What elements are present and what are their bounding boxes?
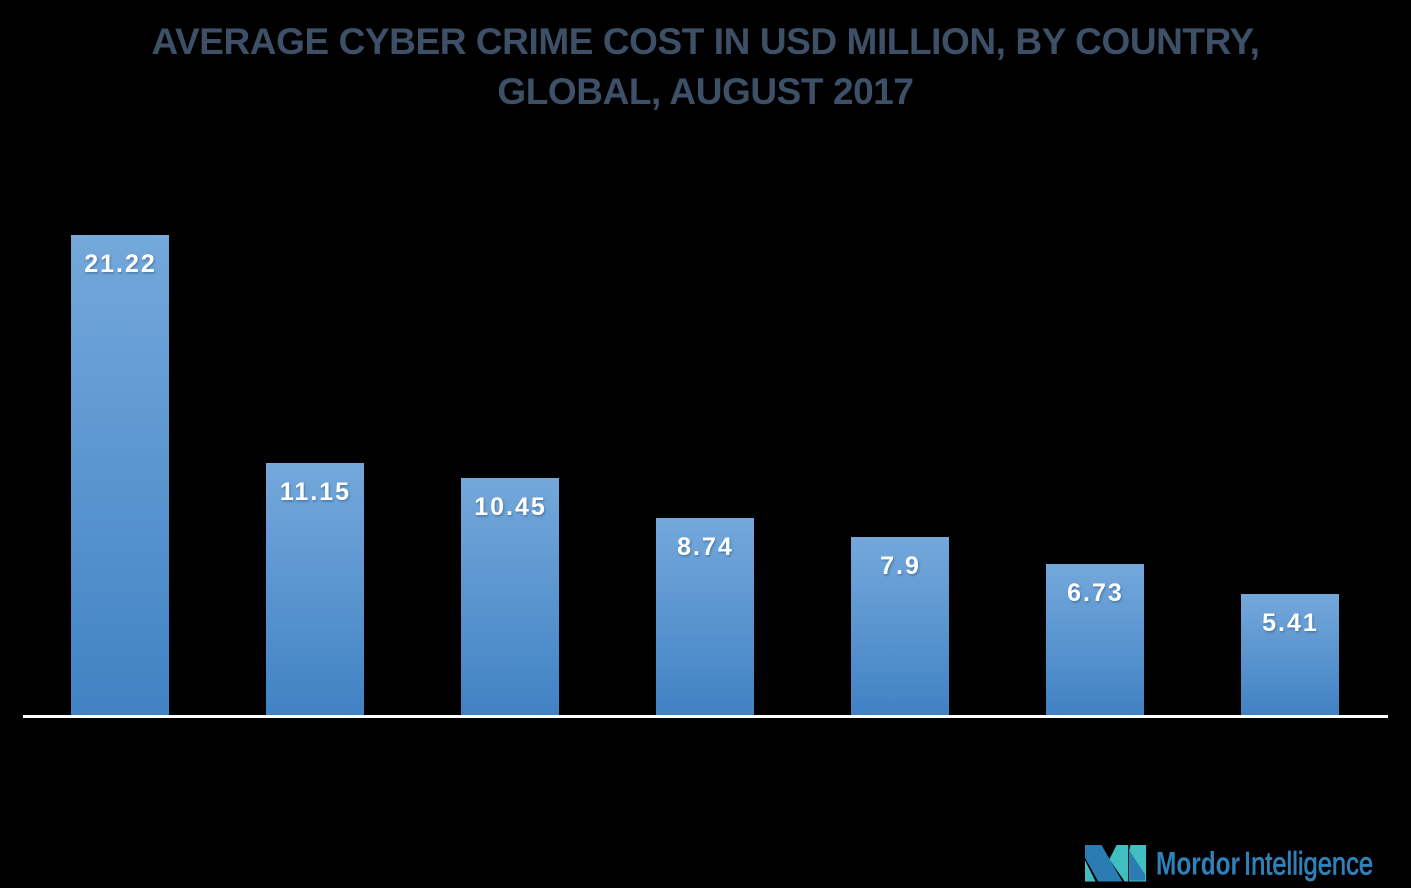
svg-text:Intelligence: Intelligence — [1244, 846, 1373, 882]
svg-text:Mordor: Mordor — [1156, 846, 1240, 882]
